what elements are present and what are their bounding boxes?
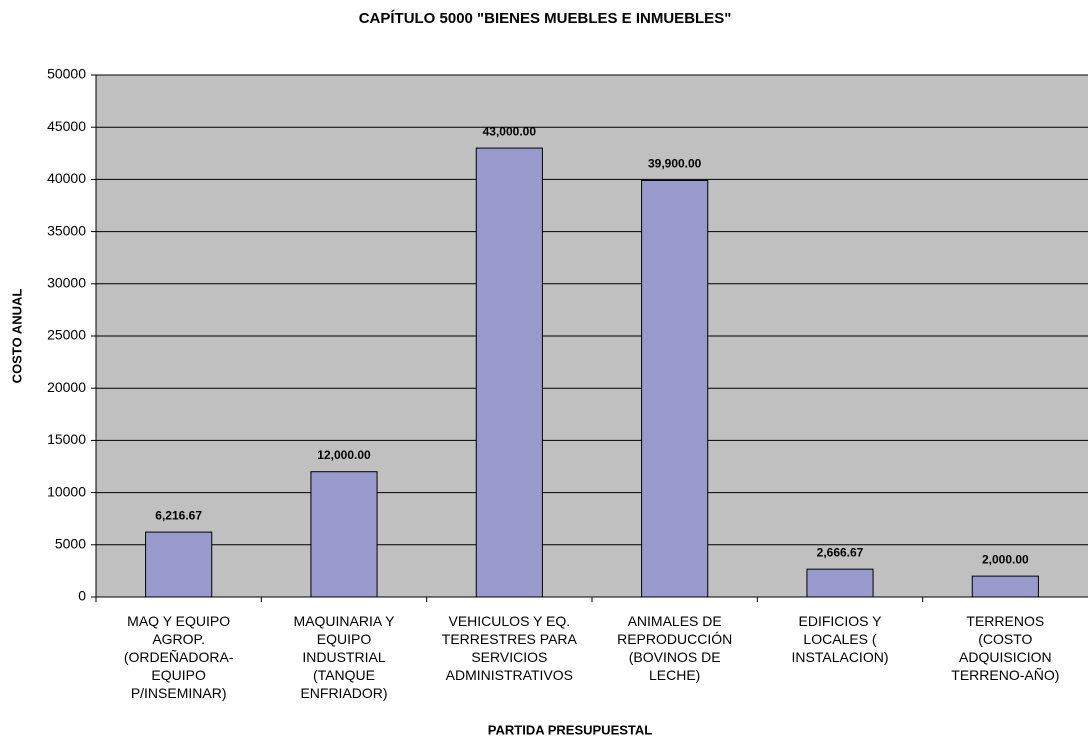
y-tick-label: 40000 (47, 170, 86, 186)
value-label: 2,000.00 (982, 552, 1029, 566)
bar (310, 471, 378, 598)
y-tick-label: 35000 (47, 222, 86, 238)
y-tick-label: 0 (78, 588, 86, 604)
y-tick-label: 10000 (47, 483, 86, 499)
y-axis-title: COSTO ANUAL (9, 289, 24, 384)
bar (971, 575, 1039, 598)
y-tick-label: 30000 (47, 275, 86, 291)
chart-title: CAPÍTULO 5000 "BIENES MUEBLES E INMUEBLE… (359, 10, 732, 27)
value-label: 6,216.67 (155, 508, 202, 522)
x-tick-label: EDIFICIOS Y LOCALES ( INSTALACION) (791, 613, 889, 665)
value-label: 39,900.00 (648, 157, 702, 171)
bar (475, 147, 543, 598)
value-label: 12,000.00 (317, 448, 371, 462)
y-tick-label: 20000 (47, 379, 86, 395)
value-label: 2,666.67 (817, 545, 864, 559)
y-tick-label: 45000 (47, 118, 86, 134)
bar (145, 531, 213, 598)
x-tick-label: MAQ Y EQUIPO AGROP. (ORDEÑADORA- EQUIPO … (123, 613, 234, 701)
value-label: 43,000.00 (483, 124, 537, 138)
y-tick-label: 25000 (47, 327, 86, 343)
x-tick-label: ANIMALES DE REPRODUCCIÓN (BOVINOS DE LEC… (617, 613, 733, 683)
y-tick-label: 15000 (47, 431, 86, 447)
y-tick-label: 50000 (47, 66, 86, 82)
x-tick-label: MAQUINARIA Y EQUIPO INDUSTRIAL (TANQUE E… (293, 613, 395, 701)
x-tick-label: VEHICULOS Y EQ. TERRESTRES PARA SERVICIO… (441, 613, 577, 683)
x-axis-title: PARTIDA PRESUPUESTAL (488, 722, 652, 737)
y-tick-label: 5000 (55, 536, 86, 552)
x-tick-label: TERRENOS (COSTO ADQUISICION TERRENO-AÑO) (951, 613, 1060, 683)
bar (806, 568, 874, 598)
bar (641, 179, 709, 598)
